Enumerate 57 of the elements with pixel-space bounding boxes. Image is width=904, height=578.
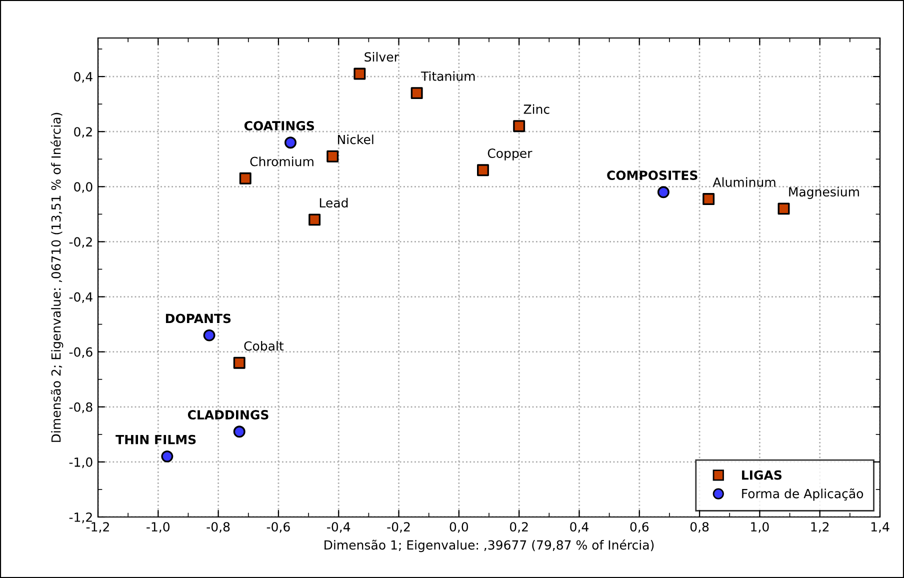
legend-label: Forma de Aplicação	[742, 488, 864, 501]
point	[239, 172, 252, 184]
x-tick-label: 0,4	[570, 522, 588, 533]
x-axis-title: Dimensão 1; Eigenvalue: ,39677 (79,87 % of Inércia)	[324, 540, 654, 552]
annotation: CLADDINGS	[188, 410, 268, 420]
x-tick-label: 1,2	[811, 522, 829, 533]
point	[233, 426, 246, 438]
y-tick-label: -0,6	[69, 347, 92, 358]
y-tick-label: -1,2	[69, 512, 92, 524]
annotation: Zinc	[524, 104, 550, 114]
annotation: Titanium	[420, 71, 475, 81]
annotation: Copper	[488, 148, 532, 160]
annotation: THIN FILMS	[116, 434, 196, 444]
point	[513, 120, 526, 132]
x-tick-label: 0,0	[450, 522, 468, 533]
point	[778, 202, 790, 215]
x-tick-label: -1,0	[146, 522, 170, 533]
annotation: DOPANTS	[166, 314, 231, 324]
y-tick-label: 0,4	[74, 72, 92, 83]
point	[702, 193, 715, 206]
annotation: COATINGS	[244, 121, 314, 130]
y-tick-label: 0,2	[74, 127, 92, 138]
y-tick-label: -1,0	[69, 457, 92, 468]
x-tick-label: -1,2	[86, 522, 109, 533]
y-tick-label: 0,0	[74, 182, 92, 193]
y-axis-title: Dimensão 2; Eigenvalue: ,06710 (13,51 % of Inércia)	[50, 112, 64, 442]
point	[326, 150, 339, 162]
x-tick-label: 0,2	[510, 522, 528, 533]
y-tick-label: -0,8	[69, 402, 92, 414]
annotation: Lead	[320, 198, 348, 208]
annotation: COMPOSITES	[607, 170, 698, 180]
point	[308, 214, 321, 226]
point	[233, 356, 246, 369]
point	[354, 68, 366, 80]
y-tick-label: -0,4	[69, 292, 92, 303]
point	[161, 450, 174, 462]
annotation: Aluminum	[712, 177, 776, 187]
annotation: Cobalt	[244, 341, 284, 351]
x-tick-label: -0,2	[387, 522, 410, 533]
point	[284, 136, 296, 149]
annotation: Magnesium	[789, 186, 859, 199]
point	[477, 164, 489, 176]
point	[657, 186, 670, 198]
legend-label: LIGAS	[742, 470, 782, 480]
y-tick-label: -0,2	[69, 237, 92, 248]
annotation: Silver	[364, 52, 399, 62]
x-tick-label: -0,6	[266, 522, 290, 533]
x-tick-label: 1,4	[871, 522, 890, 533]
x-tick-label: -0,8	[206, 522, 230, 533]
point	[203, 329, 216, 342]
annotation: Chromium	[250, 156, 314, 166]
annotation: Nickel	[338, 134, 374, 144]
x-tick-label: -0,4	[327, 522, 350, 533]
x-tick-label: 1,0	[751, 522, 769, 533]
point	[410, 87, 423, 100]
x-tick-label: 0,6	[630, 522, 649, 533]
x-tick-label: 0,8	[690, 522, 709, 533]
